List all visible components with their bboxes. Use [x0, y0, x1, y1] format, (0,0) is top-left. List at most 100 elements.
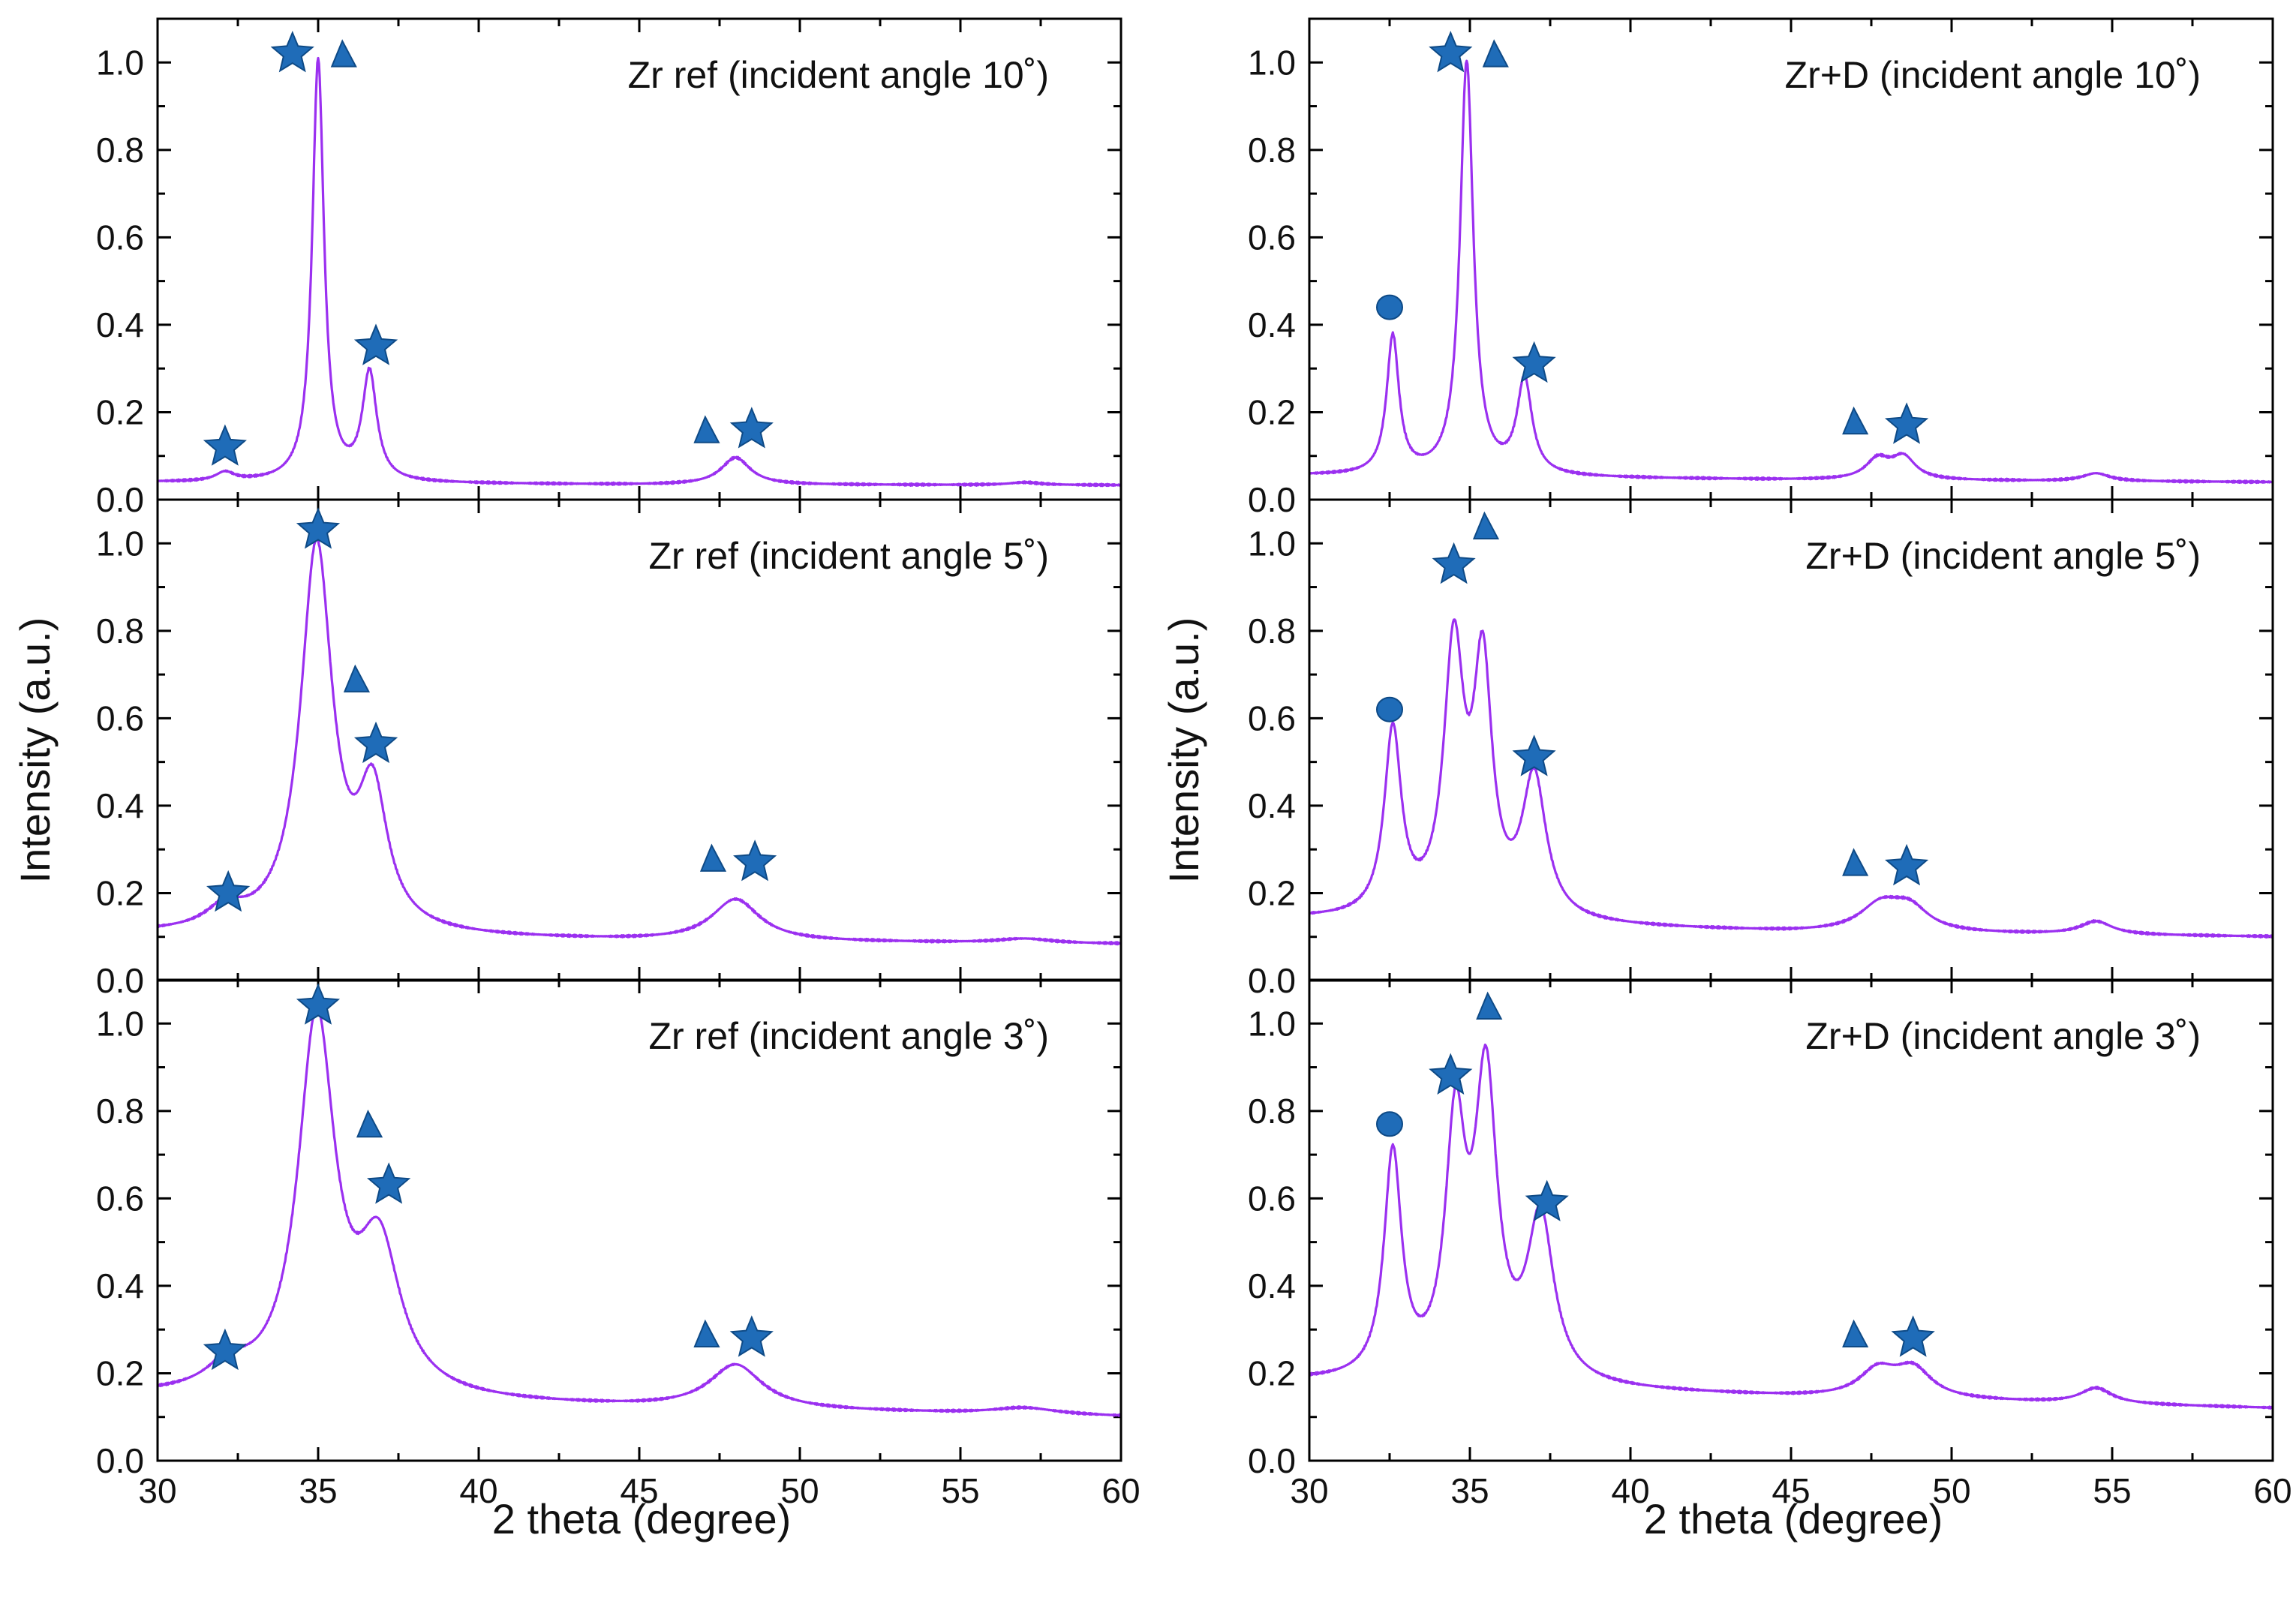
- triangle-marker: [1482, 39, 1509, 68]
- y-tick-label: 0.0: [1248, 480, 1296, 519]
- x-axis-title-right: 2 theta (degree): [1644, 1495, 1943, 1542]
- triangle-marker: [1476, 991, 1503, 1020]
- y-tick-label: 0.4: [1248, 1266, 1296, 1305]
- star-marker: [353, 323, 398, 365]
- y-tick-label: 0.6: [96, 698, 144, 737]
- x-tick-label: 55: [2093, 1471, 2131, 1510]
- x-tick-label: 60: [2253, 1471, 2291, 1510]
- y-tick-label: 0.4: [1248, 305, 1296, 344]
- panel-left-0: 0.0 0.2 0.4 0.6 0.8 1.0 Zr ref (incident angle…: [96, 17, 1122, 519]
- y-axis-title-right: Intensity (a.u.): [1160, 617, 1207, 884]
- plot-frame: [156, 978, 1122, 1462]
- x-tick-label: 30: [138, 1471, 176, 1510]
- x-tick-label: 45: [620, 1471, 658, 1510]
- triangle-marker: [699, 843, 727, 872]
- star-marker: [203, 424, 247, 466]
- y-tick-label: 0.6: [96, 1179, 144, 1218]
- xrd-curve: [157, 1006, 1122, 1417]
- y-tick-label: 1.0: [1248, 1004, 1296, 1043]
- panel-right-1: 0.0 0.2 0.4 0.6 0.8 1.0 Zr+D (incident angle 5…: [1248, 498, 2274, 1000]
- x-tick-label: 35: [299, 1471, 337, 1510]
- x-tick-label: 45: [1772, 1471, 1810, 1510]
- y-axis-title-left: Intensity (a.u.): [11, 617, 59, 884]
- star-marker: [1432, 542, 1476, 584]
- x-tick-label: 40: [1611, 1471, 1649, 1510]
- triangle-marker: [1472, 511, 1500, 539]
- plot-frame: [1308, 978, 2274, 1462]
- y-tick-label: 0.8: [1248, 1092, 1296, 1131]
- y-tick-label: 0.4: [96, 786, 144, 825]
- x-tick-label: 40: [459, 1471, 497, 1510]
- y-tick-label: 0.2: [96, 392, 144, 431]
- panel-label: Zr+D (incident angle 10˚): [1785, 54, 2201, 96]
- star-marker: [729, 1315, 774, 1357]
- panels: 0.0 0.2 0.4 0.6 0.8 1.0 Zr ref (incident angle…: [96, 17, 2292, 1510]
- star-marker: [733, 840, 777, 882]
- star-marker: [1512, 734, 1556, 776]
- triangle-marker: [693, 415, 720, 443]
- triangle-marker: [343, 664, 371, 692]
- y-tick-label: 0.4: [96, 1266, 144, 1305]
- y-tick-label: 0.6: [96, 218, 144, 257]
- xrd-curve: [1309, 618, 2274, 939]
- triangle-marker: [330, 39, 357, 68]
- y-tick-label: 0.2: [1248, 873, 1296, 912]
- x-tick-label: 55: [941, 1471, 979, 1510]
- y-tick-label: 0.8: [96, 611, 144, 650]
- star-marker: [270, 30, 314, 73]
- y-tick-label: 0.2: [1248, 392, 1296, 431]
- star-marker: [1429, 30, 1473, 73]
- y-tick-label: 0.0: [1248, 1441, 1296, 1480]
- panel-right-2: 0.0 0.2 0.4 0.6 0.8 1.0 30 35 40 45 50 55 60 Zr+D (in…: [1248, 978, 2292, 1510]
- y-tick-label: 1.0: [96, 524, 144, 563]
- star-marker: [1885, 402, 1929, 444]
- y-tick-label: 0.0: [96, 961, 144, 1000]
- y-tick-label: 0.2: [96, 1353, 144, 1392]
- x-tick-label: 50: [780, 1471, 819, 1510]
- triangle-marker: [356, 1109, 383, 1138]
- panel-label: Zr ref (incident angle 3˚): [648, 1015, 1049, 1057]
- x-axis-title-left: 2 theta (degree): [492, 1495, 791, 1542]
- panel-label: Zr+D (incident angle 3˚): [1805, 1015, 2201, 1057]
- y-tick-label: 0.6: [1248, 218, 1296, 257]
- panel-label: Zr ref (incident angle 5˚): [648, 535, 1049, 577]
- panel-label: Zr ref (incident angle 10˚): [628, 54, 1049, 96]
- panel-label: Zr+D (incident angle 5˚): [1805, 535, 2201, 577]
- star-marker: [729, 407, 774, 449]
- star-marker: [1512, 341, 1556, 383]
- star-marker: [353, 721, 398, 764]
- y-tick-label: 0.2: [96, 873, 144, 912]
- x-tick-label: 50: [1932, 1471, 1970, 1510]
- panel-left-2: 0.0 0.2 0.4 0.6 0.8 1.0 30 35 40 45 50 55 60 Zr ref (…: [96, 978, 1140, 1510]
- y-tick-label: 0.8: [96, 131, 144, 170]
- y-tick-label: 0.8: [1248, 131, 1296, 170]
- panel-left-1: 0.0 0.2 0.4 0.6 0.8 1.0 Zr ref (incident angle…: [96, 498, 1122, 1000]
- y-tick-label: 0.8: [1248, 611, 1296, 650]
- xrd-curve: [1308, 1044, 2273, 1410]
- y-tick-label: 0.8: [96, 1092, 144, 1131]
- circle-marker: [1376, 1111, 1403, 1137]
- x-tick-label: 30: [1290, 1471, 1328, 1510]
- xrd-curve: [1309, 59, 2273, 485]
- y-tick-label: 0.0: [96, 1441, 144, 1480]
- xrd-curve: [156, 537, 1122, 946]
- y-tick-label: 1.0: [1248, 524, 1296, 563]
- triangle-marker: [1842, 1319, 1869, 1348]
- y-tick-label: 1.0: [1248, 43, 1296, 82]
- y-tick-label: 1.0: [96, 43, 144, 82]
- triangle-marker: [1842, 406, 1869, 435]
- star-marker: [1891, 1315, 1935, 1357]
- star-marker: [1429, 1053, 1473, 1095]
- circle-marker: [1376, 294, 1403, 320]
- triangle-marker: [693, 1319, 720, 1348]
- star-marker: [296, 983, 341, 1025]
- y-tick-label: 0.2: [1248, 1353, 1296, 1392]
- y-tick-label: 0.6: [1248, 698, 1296, 737]
- y-tick-label: 1.0: [96, 1004, 144, 1043]
- panel-right-0: 0.0 0.2 0.4 0.6 0.8 1.0 Zr+D (incident angle 1…: [1248, 17, 2274, 519]
- circle-marker: [1376, 696, 1403, 722]
- y-tick-label: 0.0: [96, 480, 144, 519]
- y-tick-label: 0.4: [1248, 786, 1296, 825]
